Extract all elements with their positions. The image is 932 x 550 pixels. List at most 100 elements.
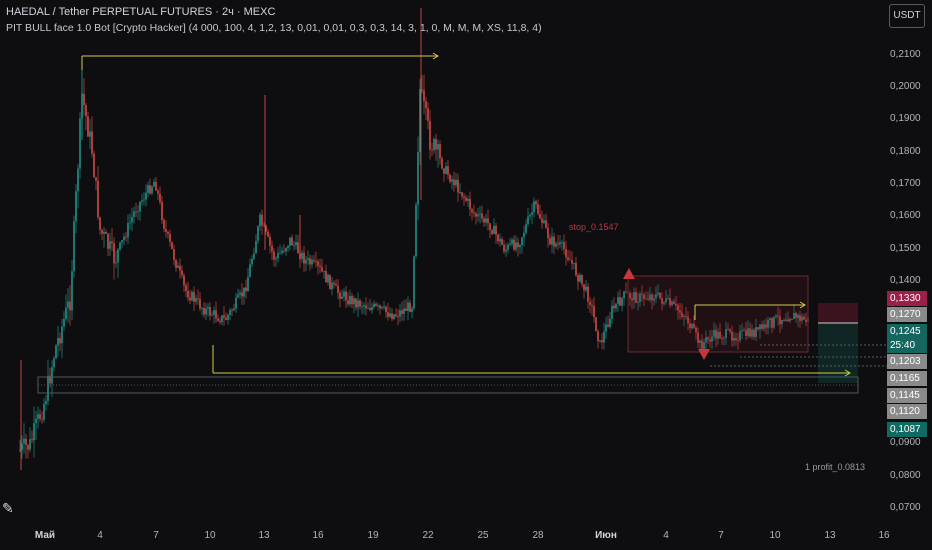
candle-body — [621, 298, 623, 306]
candle-body — [325, 270, 327, 283]
candle-body — [273, 251, 275, 260]
candle-body — [405, 308, 407, 311]
time-tick: 4 — [97, 530, 103, 541]
candle-body — [259, 214, 261, 227]
candle-body — [271, 245, 273, 252]
candle-body — [183, 275, 185, 286]
candle-body — [333, 282, 335, 285]
candle-body — [645, 298, 647, 300]
candle-body — [581, 274, 583, 285]
candle-body — [575, 262, 577, 276]
candle-body — [649, 294, 651, 300]
candle-body — [391, 313, 393, 319]
candle-body — [663, 302, 665, 304]
candle-body — [461, 192, 463, 197]
price-label: 0,1165 — [887, 371, 927, 386]
candle-body — [761, 324, 763, 329]
candle-body — [175, 259, 177, 268]
candle-body — [731, 331, 733, 341]
time-tick: Май — [34, 530, 56, 541]
candle-body — [61, 326, 63, 344]
price-label: 0,1270 — [887, 307, 927, 322]
candle-body — [781, 320, 783, 325]
candle-body — [321, 266, 323, 272]
candle-body — [537, 204, 539, 214]
candle-body — [57, 338, 59, 346]
candle-body — [509, 243, 511, 245]
candle-body — [769, 318, 771, 321]
candle-body — [317, 261, 319, 266]
candle-body — [143, 199, 145, 201]
candle-body — [255, 240, 257, 254]
candle-body — [407, 302, 409, 311]
countdown-label: 25:40 — [887, 338, 927, 353]
chart-title: HAEDAL / Tether PERPETUAL FUTURES · 2ч ·… — [6, 6, 276, 18]
candle-body — [487, 218, 489, 224]
candle-body — [43, 404, 45, 420]
candle-body — [31, 439, 33, 441]
candle-body — [353, 298, 355, 305]
candle-body — [633, 292, 635, 301]
resistance-arrow-1 — [81, 52, 439, 70]
candle-body — [63, 318, 65, 327]
candle-body — [91, 131, 93, 154]
candle-body — [559, 242, 561, 245]
candle-body — [773, 316, 775, 328]
candle-body — [357, 300, 359, 308]
candle-body — [765, 324, 767, 328]
candle-body — [19, 449, 21, 451]
candle-body — [289, 237, 291, 246]
candle-body — [451, 179, 453, 182]
candle-body — [657, 292, 659, 295]
candle-body — [231, 310, 233, 312]
candle-body — [735, 337, 737, 341]
candle-body — [111, 241, 113, 244]
stop-price-label: 0,1330 — [887, 291, 927, 306]
candle-body — [739, 331, 741, 341]
candle-body — [801, 316, 803, 321]
candle-body — [629, 293, 631, 299]
candle-body — [615, 303, 617, 309]
candle-body — [169, 234, 171, 243]
candle-body — [683, 316, 685, 317]
candle-body — [37, 414, 39, 419]
candle-body — [181, 270, 183, 276]
candle-body — [567, 257, 569, 260]
candle-body — [145, 192, 147, 200]
price-label: 0,1203 — [887, 354, 927, 369]
candle-body — [759, 324, 761, 330]
candle-body — [741, 330, 743, 332]
candle-body — [533, 201, 535, 213]
candle-body — [367, 308, 369, 310]
candle-body — [481, 213, 483, 219]
candle-body — [263, 225, 265, 227]
candle-body — [341, 296, 343, 299]
candle-body — [753, 329, 755, 337]
candle-body — [159, 193, 161, 202]
candle-body — [597, 331, 599, 342]
candle-body — [33, 423, 35, 441]
candle-body — [369, 308, 371, 311]
candle-body — [805, 319, 807, 323]
profit-annotation: 1 profit_0.0813 — [805, 462, 866, 472]
candle-body — [383, 306, 385, 308]
candle-body — [465, 197, 467, 201]
indicator-label[interactable]: PIT BULL face 1.0 Bot [Crypto Hacker] (4… — [6, 22, 542, 34]
candle-body — [59, 338, 61, 344]
price-tick: 0,1500 — [890, 243, 921, 254]
candle-body — [165, 228, 167, 233]
candle-body — [337, 285, 339, 293]
price-tick: 0,2000 — [890, 81, 921, 92]
candle-body — [269, 236, 271, 246]
tradingview-logo-icon[interactable]: ✎ — [2, 500, 14, 516]
candle-body — [275, 258, 277, 260]
candle-body — [29, 439, 31, 450]
time-tick: 25 — [477, 530, 489, 541]
candle-body — [641, 293, 643, 295]
candle-body — [65, 307, 67, 319]
candle-body — [593, 306, 595, 318]
candle-body — [359, 300, 361, 307]
currency-button[interactable]: USDT — [889, 4, 925, 28]
candle-body — [665, 298, 667, 303]
